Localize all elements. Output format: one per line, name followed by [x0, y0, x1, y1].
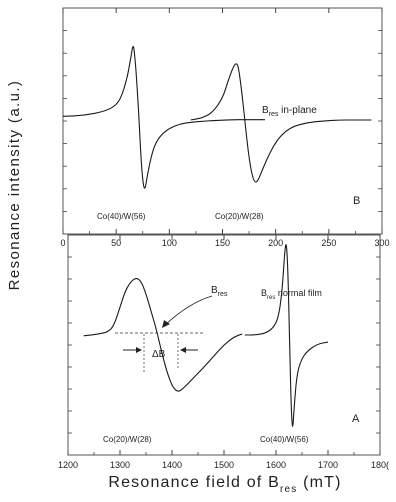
series-line-1 [62, 45, 265, 189]
panel-b-tick-labels: 0 50 100 150 200 250 300 [60, 238, 389, 248]
x-tick-label: 180( [371, 460, 389, 470]
delta-b-left-arrow [123, 347, 142, 353]
x-tick-label: 1200 [58, 460, 78, 470]
x-tick-label: 200 [268, 238, 283, 248]
panel-a-series1-label: Co(20)/W(28) [103, 435, 152, 444]
series-line-2 [244, 244, 329, 428]
panel-a-label: A [352, 413, 360, 425]
panel-b-ticks [62, 8, 383, 234]
delta-b-label: ΔB [152, 349, 166, 360]
x-tick-label: 1400 [162, 460, 182, 470]
x-tick-label: 1300 [110, 460, 130, 470]
y-axis-label: Resonance intensity (a.u.) [6, 80, 23, 291]
x-tick-label: 250 [321, 238, 336, 248]
b-res-arrow [164, 295, 213, 326]
x-tick-label: 1500 [214, 460, 234, 470]
panel-a-annotation: Bres normal film [261, 288, 322, 301]
panel-b-series1-label: Co(40)/W(56) [97, 212, 146, 221]
panel-a-ticks [67, 235, 381, 455]
panel-a-tick-labels: 1200 1300 1400 1500 1600 1700 180( [58, 460, 389, 470]
panel-a-curves [83, 244, 329, 428]
x-tick-label: 150 [215, 238, 230, 248]
x-tick-label: 100 [162, 238, 177, 248]
x-tick-label: 1600 [266, 460, 286, 470]
panel-b-label: B [353, 195, 360, 207]
x-axis-label: Resonance field of Bres (mT) [108, 474, 341, 495]
series-line-1 [83, 278, 243, 392]
x-tick-label: 50 [111, 238, 121, 248]
panel-b-series2-label: Co(20)/W(28) [215, 212, 264, 221]
x-tick-label: 300 [374, 238, 389, 248]
delta-b-right-arrow [180, 347, 198, 353]
panel-b-curves [62, 45, 372, 189]
series-line-2 [190, 63, 372, 183]
x-tick-label: 1700 [318, 460, 338, 470]
b-res-arrowhead [162, 320, 170, 328]
panel-a-series2-label: Co(40)/W(56) [260, 435, 309, 444]
panel-b-annotation: Bres in-plane [262, 105, 317, 118]
panel-b-frame [62, 7, 383, 235]
panel-a-bres-label: Bres [211, 285, 228, 298]
x-tick-label: 0 [60, 238, 65, 248]
